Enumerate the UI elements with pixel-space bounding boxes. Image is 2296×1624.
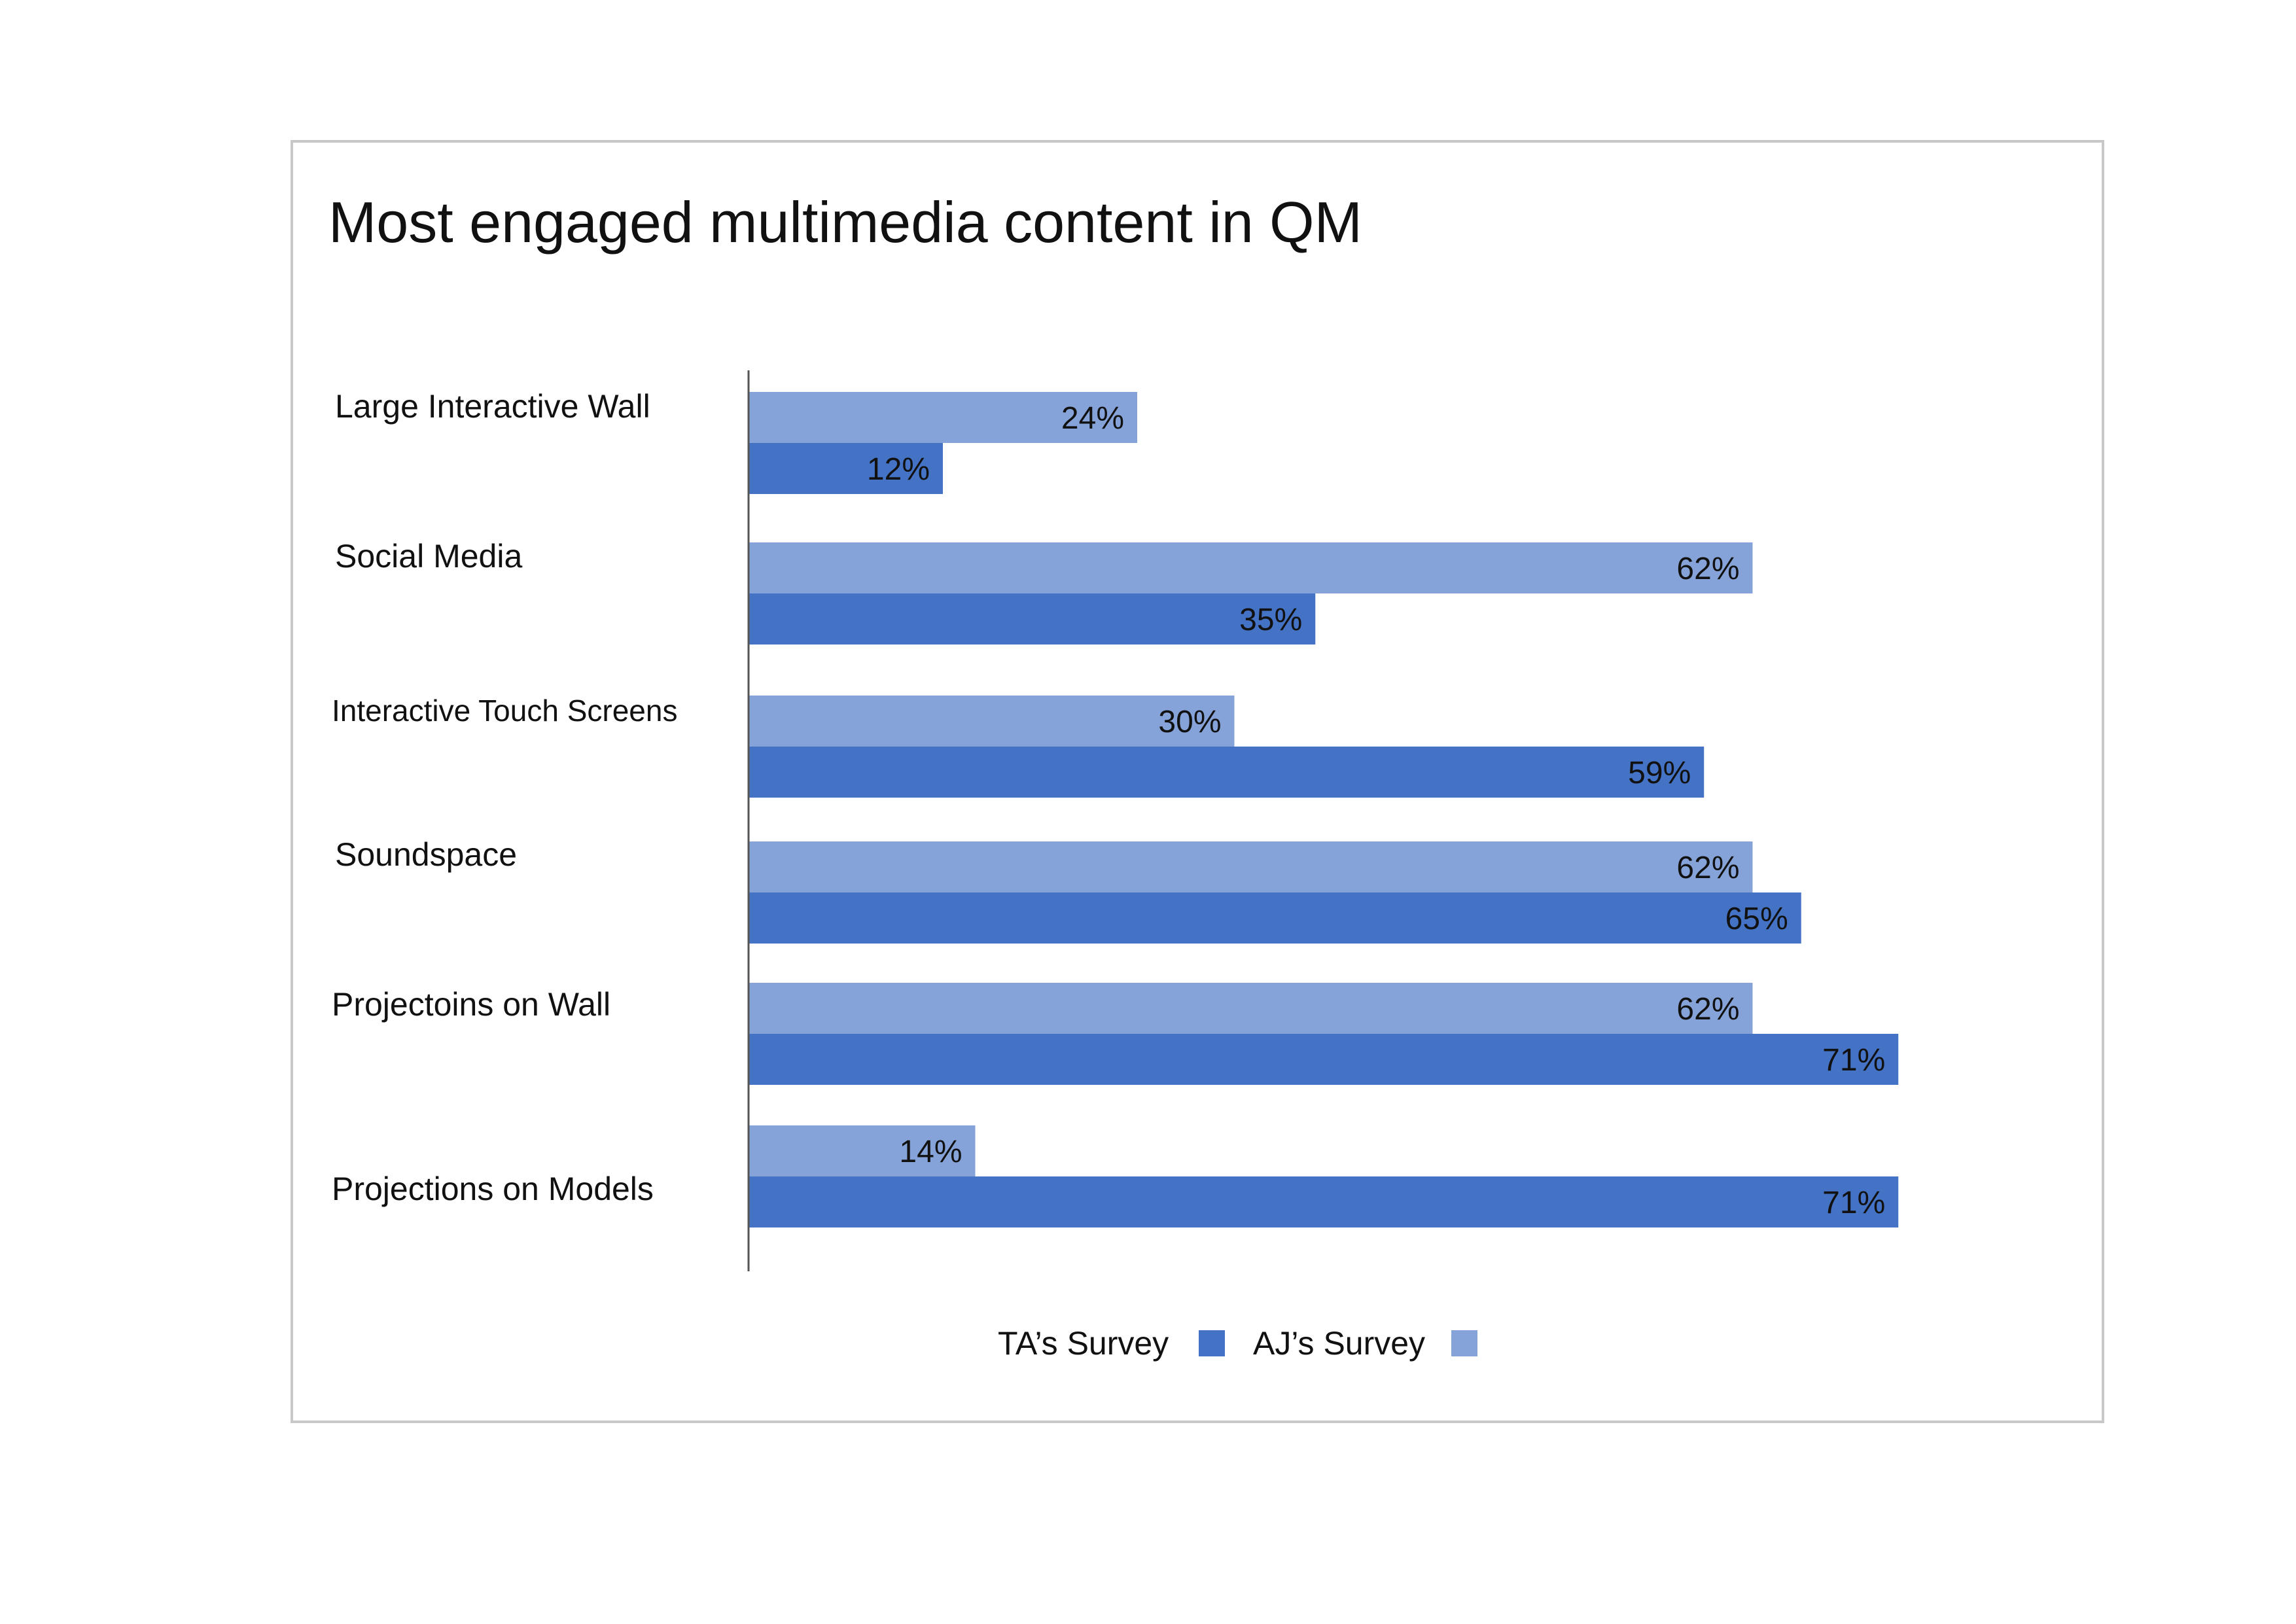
data-label-aj-3: 62% bbox=[1676, 851, 1739, 885]
legend: TA’s Survey AJ’s Survey bbox=[998, 1325, 1477, 1362]
data-label-aj-0: 24% bbox=[1061, 401, 1124, 436]
bar-aj-1 bbox=[749, 542, 1753, 593]
bar-ta-0 bbox=[749, 443, 943, 494]
category-label-4: Projectoins on Wall bbox=[332, 986, 610, 1023]
data-label-ta-1: 35% bbox=[1239, 603, 1302, 637]
data-label-aj-5: 14% bbox=[899, 1135, 962, 1169]
bar-aj-3 bbox=[749, 841, 1753, 892]
data-label-ta-3: 65% bbox=[1725, 902, 1788, 936]
bars-layer: 24% 12% 62% 35% 30% 59% 62% 65% 62% 71% 14% 71% bbox=[749, 392, 1899, 1227]
data-label-ta-0: 12% bbox=[867, 452, 930, 487]
legend-swatch-1 bbox=[1451, 1330, 1477, 1356]
category-label-0: Large Interactive Wall bbox=[335, 388, 650, 425]
category-label-3: Soundspace bbox=[335, 836, 517, 873]
category-labels: Large Interactive Wall Social Media Intera… bbox=[332, 388, 677, 1207]
bar-ta-4 bbox=[749, 1034, 1899, 1085]
chart-title: Most engaged multimedia content in QM bbox=[328, 190, 1362, 255]
bar-ta-3 bbox=[749, 892, 1801, 944]
legend-label-1: AJ’s Survey bbox=[1253, 1325, 1425, 1362]
bar-aj-0 bbox=[749, 392, 1137, 443]
data-label-ta-5: 71% bbox=[1822, 1186, 1885, 1220]
legend-label-0: TA’s Survey bbox=[998, 1325, 1169, 1362]
bar-ta-2 bbox=[749, 747, 1704, 798]
data-label-aj-1: 62% bbox=[1676, 552, 1739, 586]
data-label-ta-2: 59% bbox=[1628, 756, 1691, 790]
data-label-aj-2: 30% bbox=[1158, 705, 1221, 739]
bar-ta-1 bbox=[749, 593, 1316, 644]
bar-ta-5 bbox=[749, 1176, 1899, 1227]
bar-aj-5 bbox=[749, 1125, 976, 1176]
category-label-5: Projections on Models bbox=[332, 1171, 654, 1207]
data-label-ta-4: 71% bbox=[1822, 1043, 1885, 1078]
legend-swatch-0 bbox=[1199, 1330, 1225, 1356]
data-label-aj-4: 62% bbox=[1676, 992, 1739, 1027]
bar-aj-2 bbox=[749, 696, 1235, 747]
category-label-2: Interactive Touch Screens bbox=[332, 694, 677, 728]
bar-aj-4 bbox=[749, 983, 1753, 1034]
chart-frame bbox=[291, 140, 2104, 1423]
category-label-1: Social Media bbox=[335, 538, 522, 574]
